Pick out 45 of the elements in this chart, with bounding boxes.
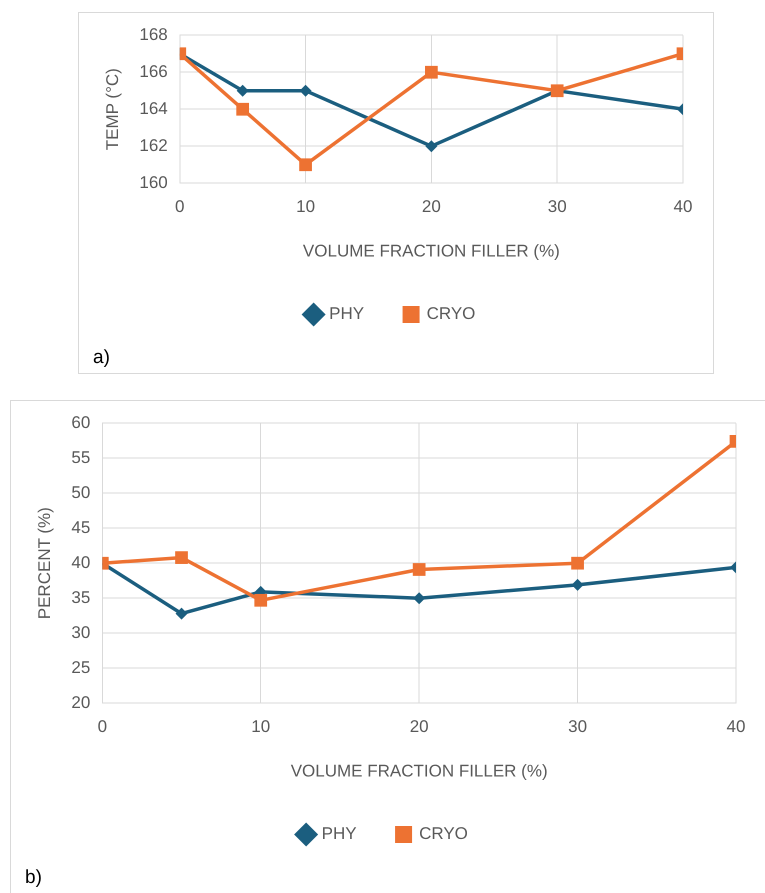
x-tick-label: 10 (251, 717, 270, 736)
point (571, 556, 584, 570)
legend-label: PHY (322, 824, 357, 844)
y-tick-label: 168 (139, 24, 168, 44)
point (425, 66, 438, 79)
y-tick-label: 162 (139, 136, 168, 155)
y-tick-label: 166 (139, 62, 168, 81)
y-axis-title: TEMP (°C) (102, 68, 122, 150)
y-tick-label: 60 (71, 412, 90, 432)
point (413, 592, 426, 604)
point (299, 158, 312, 172)
point (254, 594, 268, 607)
y-axis-title: PERCENT (%) (34, 507, 54, 620)
y-tick-label: 20 (71, 692, 90, 712)
x-axis-title: VOLUME FRACTION FILLER (%) (302, 241, 560, 260)
y-tick-label: 40 (71, 552, 90, 572)
point (176, 608, 188, 620)
legend-label: CRYO (419, 824, 468, 844)
x-tick-label: 20 (422, 197, 441, 216)
x-tick-label: 30 (568, 717, 588, 736)
y-tick-label: 160 (139, 172, 168, 192)
x-tick-label: 40 (726, 717, 746, 736)
y-tick-label: 50 (71, 482, 90, 502)
x-tick-label: 20 (410, 717, 429, 736)
x-tick-label: 0 (175, 197, 184, 216)
point (175, 551, 188, 564)
y-tick-label: 35 (71, 588, 90, 607)
x-tick-label: 0 (98, 717, 108, 736)
point (412, 563, 426, 576)
y-tick-label: 55 (71, 448, 90, 467)
text: b) (25, 867, 42, 889)
x-axis-title: VOLUME FRACTION FILLER (%) (290, 761, 548, 780)
point (425, 140, 438, 152)
y-tick-label: 25 (71, 658, 90, 677)
x-tick-label: 10 (296, 197, 316, 216)
x-tick-label: 40 (674, 197, 692, 216)
y-tick-label: 164 (139, 98, 168, 118)
legend-label: CRYO (426, 304, 476, 324)
point (236, 102, 250, 116)
y-tick-label: 30 (71, 622, 90, 642)
y-tick-label: 45 (71, 518, 90, 537)
legend-label: PHY (329, 304, 364, 324)
x-tick-label: 30 (548, 197, 567, 216)
text: a) (93, 347, 110, 369)
point (300, 84, 312, 97)
